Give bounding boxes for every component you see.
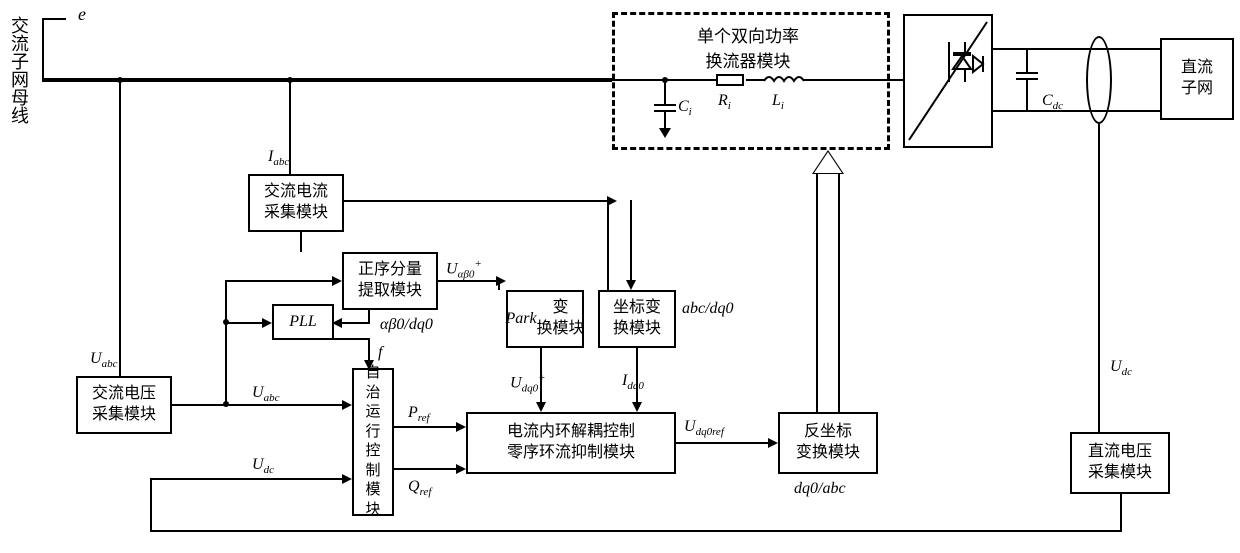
udc-to-auto-label: Udc [252,456,274,476]
dq0-abc-label: dq0/abc [794,480,846,498]
udq0-label: Udq0+ [510,372,546,395]
udc-right-label: Udc [1110,358,1132,378]
dc-voltage-block: 直流电压 采集模块 [1070,432,1170,494]
wire-pref [394,426,458,428]
wire-pll-f-h2 [334,338,370,340]
ac-current-block: 交流电流 采集模块 [248,174,344,232]
wire-udc-v [150,478,152,532]
park-block: Park变换模块 [506,290,584,348]
wire-conv-dc-top [993,48,1161,50]
dashed-title: 单个双向功率 换流器模块 [648,22,848,72]
abc-dq0-label: abc/dq0 [682,300,734,318]
wire-pll-out-h [334,322,370,324]
pll-block: PLL [272,304,334,340]
iabc-label: Iabc [268,148,289,168]
li-label: Li [772,92,784,112]
pref-label: Pref [408,404,430,424]
node-ci [662,77,668,83]
wire-iabc-coord-v [607,200,609,290]
ac-subnet-bus-label: 交流子网母线 [6,16,32,124]
ci-label: Ci [678,98,692,118]
inner-loop-block: 电流内环解耦控制 零序环流抑制模块 [466,412,676,474]
ri-resistor [716,74,744,86]
wire-udc-to-auto [152,478,344,480]
wire-dc-to-bottom [1120,494,1122,532]
wire-curr-out [300,232,302,252]
bus-stub [42,18,44,80]
bus-e-line [42,18,66,20]
seq-out-drop [498,280,500,290]
pwm-arrow-body [816,172,840,412]
wire-ri-li [746,79,764,81]
wire-udc-bottom [150,530,1120,532]
wire-uabc-out [172,404,226,406]
uabc-to-auto-label: Uabc [252,384,279,404]
idq0-label: Idq0 [622,372,644,392]
wire-pll-f-down [368,338,370,362]
ri-label: Ri [718,92,731,112]
ualphabeta-label: Uαβ0+ [446,258,482,281]
ac-voltage-block: 交流电压 采集模块 [76,376,172,434]
tap-uabc [119,80,121,376]
tap-iabc [289,80,291,174]
cdc-label: Cdc [1042,92,1063,112]
wire-conv-dc-bot [993,110,1161,112]
wire-uabc-to-seq [226,280,334,282]
wire-iabc-coord [344,200,609,202]
node-uabc-pll [223,319,229,325]
dc-subnet-block: 直流 子网 [1160,38,1234,120]
dc-sense-ellipse [1086,36,1112,124]
converter-block [903,14,993,148]
udq0ref-label: Udq0ref [684,418,724,438]
pwm-arrow-head [812,150,844,174]
wire-pll-to-seq [368,310,370,324]
li-inductor [764,74,804,92]
wire-qref [394,468,458,470]
wire-dc-sense [1098,124,1100,432]
wire-li-conv [804,79,904,81]
bus-line [42,78,612,82]
coord-block: 坐标变 换模块 [598,290,676,348]
wire-uabc-to-pll [226,322,264,324]
e-label: e [78,4,86,25]
wire-udq0ref [676,442,770,444]
positive-seq-block: 正序分量 提取模块 [342,252,438,310]
alphabeta-dq0-label: αβ0/dq0 [380,316,433,334]
wire-uabc-to-auto [226,404,344,406]
wire-ci-ri [672,79,716,81]
autonomous-block: 自 治 运 行 控 制 模 块 [352,368,394,516]
inverse-coord-block: 反坐标 变换模块 [778,412,878,474]
qref-label: Qref [408,478,431,498]
f-label: f [378,344,382,362]
wire-uabc-up [225,280,227,404]
wire-into-coord [630,200,632,282]
uabc-left-label: Uabc [90,350,117,370]
